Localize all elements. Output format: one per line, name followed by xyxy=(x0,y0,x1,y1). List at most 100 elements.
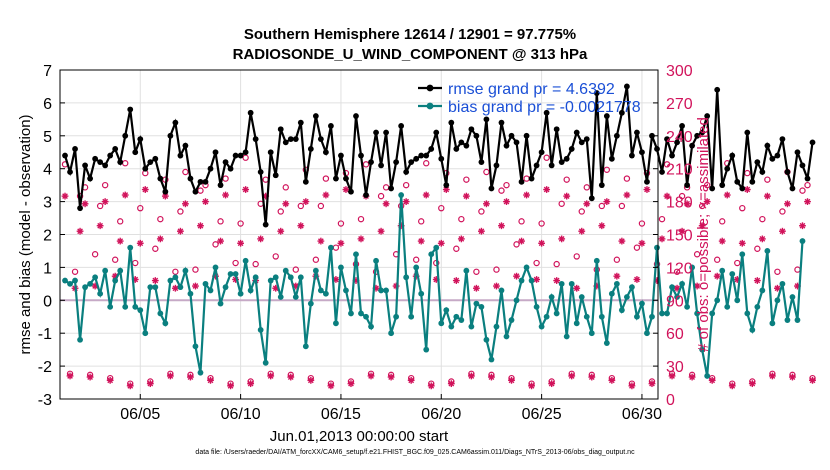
star-stroke xyxy=(192,283,199,289)
obs-assimilated-marker xyxy=(538,239,546,247)
bias-point xyxy=(62,277,68,284)
obs-assimilated-marker xyxy=(202,198,209,205)
star-stroke xyxy=(729,382,736,389)
rmse-point xyxy=(809,139,816,146)
bias-point xyxy=(523,264,530,271)
obs-possible-marker xyxy=(232,259,239,267)
obs-assimilated-marker xyxy=(177,227,184,235)
rmse-point xyxy=(613,132,620,139)
rmse-point xyxy=(287,136,294,142)
obs-assimilated-marker xyxy=(748,380,756,388)
chart-title: Southern Hemisphere 12614 / 12901 = 97.7… xyxy=(243,26,577,43)
rmse-point xyxy=(629,152,635,159)
star-stroke xyxy=(558,236,565,242)
obs-assimilated-marker xyxy=(513,272,520,280)
bias-point xyxy=(769,320,776,327)
bias-point xyxy=(508,317,515,323)
obs-possible-marker xyxy=(513,241,520,248)
bias-point xyxy=(603,340,610,346)
obs-possible-marker xyxy=(111,256,119,263)
obs-assimilated-marker xyxy=(141,186,149,193)
star-stroke xyxy=(117,238,124,244)
bias-point xyxy=(794,317,801,323)
bias-point xyxy=(112,277,119,284)
star-stroke xyxy=(423,192,430,198)
star-stroke xyxy=(323,192,329,198)
rmse-series xyxy=(62,83,816,228)
obs-possible-marker xyxy=(277,208,284,215)
bias-point xyxy=(528,277,535,284)
obs-assimilated-marker xyxy=(282,200,290,208)
bias-point xyxy=(177,284,184,291)
obs-possible-marker xyxy=(317,202,325,210)
rmse-point xyxy=(433,129,440,136)
rmse-point xyxy=(533,162,540,169)
star-stroke xyxy=(217,238,224,244)
y-left-tick-label: -2 xyxy=(38,359,52,376)
star-stroke xyxy=(659,236,665,242)
star-stroke xyxy=(679,228,685,235)
obs-possible-marker xyxy=(703,181,711,189)
star-stroke xyxy=(408,377,415,384)
obs-possible-marker xyxy=(122,160,129,167)
y-right-tick-label: 120 xyxy=(666,260,693,277)
rmse-point xyxy=(623,83,630,90)
star-stroke xyxy=(82,200,88,207)
rmse-point xyxy=(282,139,289,146)
star-stroke xyxy=(483,200,490,207)
bias-point xyxy=(152,284,159,291)
bias-point xyxy=(162,320,169,327)
star-stroke xyxy=(664,193,670,199)
obs-assimilated-marker xyxy=(367,372,375,380)
rmse-point xyxy=(307,146,314,152)
y-left-tick-label: 0 xyxy=(43,293,52,310)
obs-possible-marker xyxy=(71,268,79,275)
obs-assimilated-marker xyxy=(161,192,169,200)
rmse-point xyxy=(257,169,264,175)
legend-label: bias grand pr = -0.0021778 xyxy=(448,99,641,116)
obs-assimilated-marker xyxy=(467,372,475,380)
bias-point xyxy=(468,323,475,330)
obs-possible-marker xyxy=(242,154,249,161)
rmse-point xyxy=(578,139,585,146)
obs-possible-marker xyxy=(578,208,585,215)
star-stroke xyxy=(333,276,339,283)
obs-assimilated-marker xyxy=(498,222,505,230)
obs-assimilated-marker xyxy=(523,191,530,199)
rmse-point xyxy=(543,109,550,116)
rmse-point xyxy=(252,136,259,142)
obs-assimilated-marker xyxy=(61,192,69,200)
obs-assimilated-marker xyxy=(422,191,430,199)
bias-point xyxy=(538,323,545,330)
bias-point xyxy=(348,310,354,317)
obs-assimilated-marker xyxy=(337,239,345,247)
bias-point xyxy=(398,192,405,198)
obs-possible-marker xyxy=(583,184,590,191)
star-stroke xyxy=(167,373,174,379)
rmse-point xyxy=(694,132,701,139)
star-stroke xyxy=(403,198,410,205)
rmse-point xyxy=(734,178,741,185)
obs-assimilated-marker xyxy=(86,373,94,381)
obs-assimilated-marker xyxy=(76,227,84,235)
y-axis-label-left: rmse and bias (model - observation) xyxy=(17,114,34,354)
rmse-point xyxy=(669,152,675,159)
rmse-point xyxy=(62,152,68,159)
bias-point xyxy=(674,294,680,300)
rmse-point xyxy=(317,136,324,142)
star-stroke xyxy=(619,238,625,244)
star-stroke xyxy=(583,200,590,207)
obs-possible-marker xyxy=(182,168,189,176)
obs-assimilated-marker xyxy=(462,192,470,200)
obs-possible-marker xyxy=(117,218,124,225)
obs-possible-marker xyxy=(458,215,465,223)
obs-assimilated-marker xyxy=(488,373,495,381)
obs-assimilated-marker xyxy=(728,382,736,390)
bias-point xyxy=(483,336,490,343)
rmse-point xyxy=(483,116,490,123)
bias-point xyxy=(202,280,209,287)
bias-point xyxy=(714,297,721,304)
bias-point xyxy=(583,313,590,320)
obs-possible-marker xyxy=(332,244,340,251)
